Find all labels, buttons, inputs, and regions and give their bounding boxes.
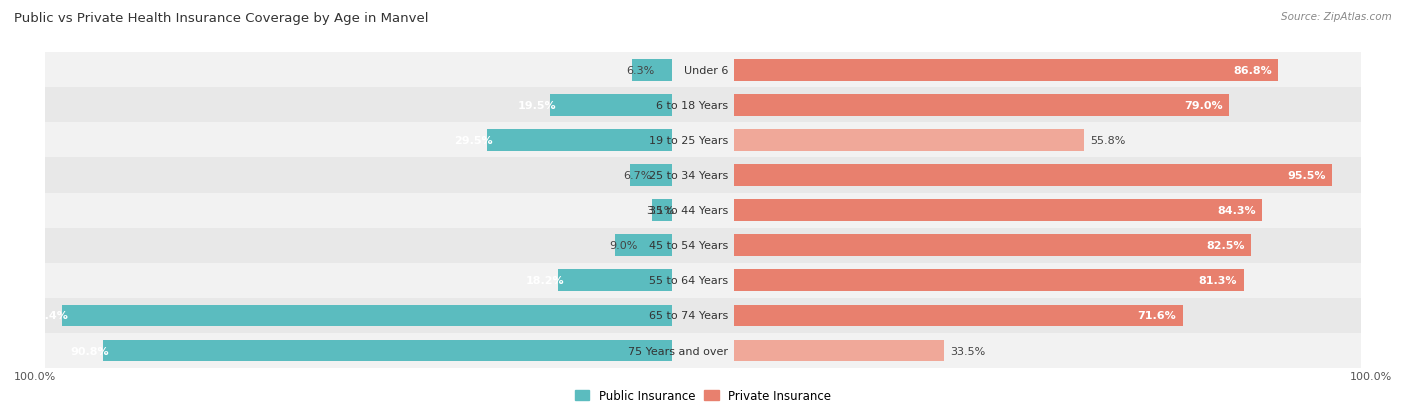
Bar <box>558 270 672 292</box>
Text: Under 6: Under 6 <box>683 66 728 76</box>
Bar <box>45 193 734 228</box>
Bar <box>550 95 672 116</box>
Bar <box>672 158 1361 193</box>
Bar <box>672 53 1361 88</box>
Text: 65 to 74 Years: 65 to 74 Years <box>648 311 728 320</box>
Bar <box>734 60 1278 81</box>
Bar <box>734 270 1243 292</box>
Bar <box>672 333 1361 368</box>
Text: 25 to 34 Years: 25 to 34 Years <box>648 171 728 180</box>
Bar <box>734 130 1084 152</box>
Text: 33.5%: 33.5% <box>950 346 986 356</box>
Text: Source: ZipAtlas.com: Source: ZipAtlas.com <box>1281 12 1392 22</box>
Bar <box>633 60 672 81</box>
Bar <box>672 123 1361 158</box>
Bar <box>734 235 1251 256</box>
Bar <box>45 158 734 193</box>
Bar <box>62 305 672 327</box>
Text: 81.3%: 81.3% <box>1199 275 1237 286</box>
Text: 6.3%: 6.3% <box>626 66 654 76</box>
Bar <box>734 200 1263 221</box>
Bar <box>734 305 1182 327</box>
Text: 82.5%: 82.5% <box>1206 241 1244 251</box>
Bar <box>103 340 672 361</box>
Text: 86.8%: 86.8% <box>1233 66 1271 76</box>
Bar <box>45 333 734 368</box>
Bar <box>45 263 734 298</box>
Bar <box>45 88 734 123</box>
Text: 90.8%: 90.8% <box>70 346 110 356</box>
Text: 100.0%: 100.0% <box>1350 371 1392 381</box>
Bar <box>616 235 672 256</box>
Bar <box>45 298 734 333</box>
Bar <box>45 53 734 88</box>
Bar <box>45 228 734 263</box>
Bar <box>630 165 672 187</box>
Text: 35 to 44 Years: 35 to 44 Years <box>648 206 728 216</box>
Bar <box>486 130 672 152</box>
Text: 19 to 25 Years: 19 to 25 Years <box>648 135 728 146</box>
Bar <box>672 263 1361 298</box>
Text: 97.4%: 97.4% <box>30 311 67 320</box>
Text: 45 to 54 Years: 45 to 54 Years <box>648 241 728 251</box>
Text: 6.7%: 6.7% <box>623 171 652 180</box>
Text: 75 Years and over: 75 Years and over <box>628 346 728 356</box>
Text: 84.3%: 84.3% <box>1218 206 1256 216</box>
Text: 6 to 18 Years: 6 to 18 Years <box>657 101 728 111</box>
Bar <box>734 340 945 361</box>
Text: 29.5%: 29.5% <box>454 135 494 146</box>
Bar <box>734 165 1333 187</box>
Text: 19.5%: 19.5% <box>517 101 555 111</box>
Text: 18.2%: 18.2% <box>526 275 564 286</box>
Text: 55 to 64 Years: 55 to 64 Years <box>650 275 728 286</box>
Text: 55.8%: 55.8% <box>1090 135 1125 146</box>
Text: 3.1%: 3.1% <box>645 206 675 216</box>
Bar <box>45 123 734 158</box>
Text: 71.6%: 71.6% <box>1137 311 1177 320</box>
Text: 79.0%: 79.0% <box>1184 101 1223 111</box>
Text: 100.0%: 100.0% <box>14 371 56 381</box>
Bar <box>672 298 1361 333</box>
Bar <box>734 95 1229 116</box>
Bar <box>652 200 672 221</box>
Text: 9.0%: 9.0% <box>609 241 637 251</box>
Text: Public vs Private Health Insurance Coverage by Age in Manvel: Public vs Private Health Insurance Cover… <box>14 12 429 25</box>
Legend: Public Insurance, Private Insurance: Public Insurance, Private Insurance <box>571 385 835 407</box>
Bar <box>672 193 1361 228</box>
Bar <box>672 88 1361 123</box>
Bar <box>672 228 1361 263</box>
Text: 95.5%: 95.5% <box>1288 171 1326 180</box>
